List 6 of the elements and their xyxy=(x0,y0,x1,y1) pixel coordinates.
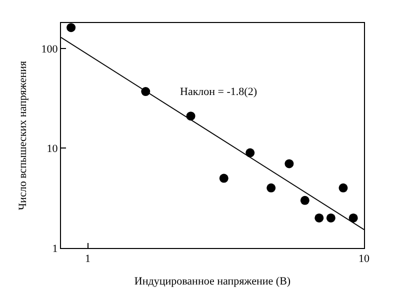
y-tick-label: 100 xyxy=(41,43,58,56)
x-axis-title: Индуцированное напряжение (В) xyxy=(134,275,291,288)
annotation: Наклон = -1.8(2) xyxy=(180,86,258,98)
y-tick-label: 1 xyxy=(52,242,58,255)
y-axis-title: Число вспышеских напряжения xyxy=(16,60,29,210)
y-tick-label: 10 xyxy=(46,143,58,156)
